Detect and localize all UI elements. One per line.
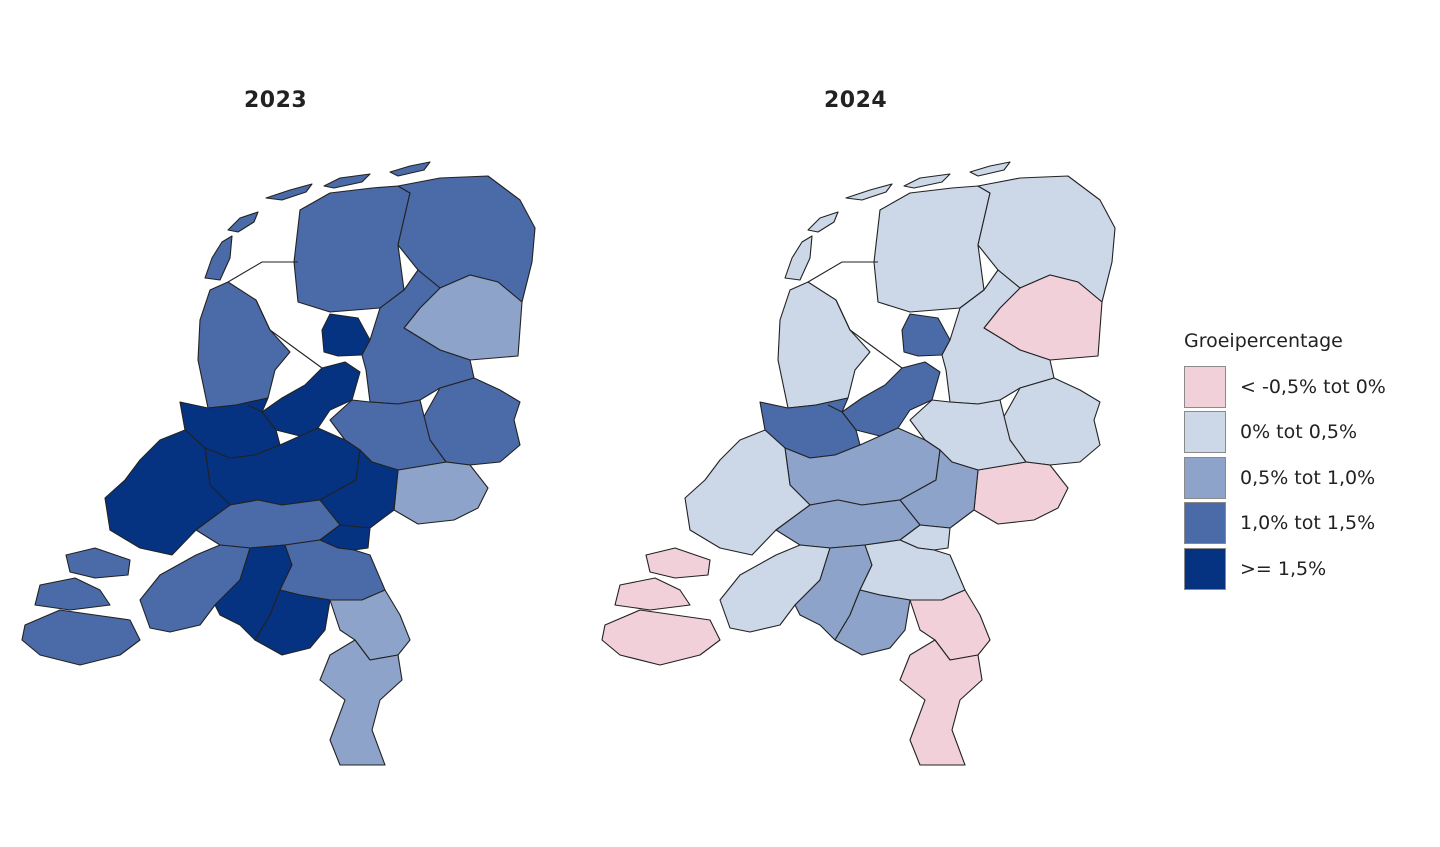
legend-item: 0,5% tot 1,0%	[1184, 455, 1386, 501]
region-waddeneilanden	[323, 173, 371, 189]
coastline	[807, 261, 878, 283]
region-noord-friesland	[293, 185, 411, 313]
region-noordoost-brabant	[279, 539, 386, 601]
region-veluwe	[329, 399, 447, 471]
region-noord-limburg	[909, 589, 991, 661]
legend-swatch	[1184, 365, 1226, 408]
legend-item: >= 1,5%	[1184, 546, 1386, 592]
region-waddeneilanden	[845, 183, 893, 201]
legend-swatch	[1184, 547, 1226, 590]
legend-item: < -0,5% tot 0%	[1184, 364, 1386, 410]
region-zeeland	[21, 547, 141, 666]
region-waddeneilanden	[265, 183, 313, 201]
region-noordoostpolder	[321, 313, 371, 357]
legend-swatch	[1184, 411, 1226, 454]
coastline	[247, 404, 263, 413]
region-flevoland	[261, 361, 361, 437]
region-veluwe	[909, 399, 1027, 471]
legend-label: 0,5% tot 1,0%	[1240, 466, 1376, 489]
region-noordoost-brabant	[859, 539, 966, 601]
region-waddeneilanden	[389, 161, 431, 177]
legend-item: 1,0% tot 1,5%	[1184, 501, 1386, 547]
region-waddeneilanden	[969, 161, 1011, 177]
coastline	[227, 261, 298, 283]
region-zeeland	[601, 547, 721, 666]
region-kop-noord-holland	[777, 281, 871, 409]
map-title-2024: 2024	[824, 88, 888, 113]
legend-item: 0% tot 0,5%	[1184, 410, 1386, 456]
map-2024	[601, 161, 1116, 766]
region-waddeneilanden	[204, 235, 233, 281]
region-waddeneilanden	[227, 211, 259, 233]
region-zuid-limburg	[319, 639, 403, 766]
region-achterhoek	[393, 461, 489, 525]
coastline	[827, 404, 843, 413]
region-zuid-limburg	[899, 639, 983, 766]
legend: Groeipercentage < -0,5% tot 0% 0% tot 0,…	[1184, 330, 1386, 592]
region-achterhoek	[973, 461, 1069, 525]
region-noordoostpolder	[901, 313, 951, 357]
legend-title: Groeipercentage	[1184, 330, 1343, 352]
legend-label: 0% tot 0,5%	[1240, 421, 1358, 444]
map-title-2023: 2023	[244, 88, 308, 113]
region-kop-noord-holland	[197, 281, 291, 409]
region-rotterdam	[104, 429, 231, 556]
region-waddeneilanden	[903, 173, 951, 189]
region-waddeneilanden	[784, 235, 813, 281]
legend-label: < -0,5% tot 0%	[1240, 375, 1386, 398]
region-rotterdam	[684, 429, 811, 556]
legend-label: 1,0% tot 1,5%	[1240, 512, 1376, 535]
map-2023	[21, 161, 536, 766]
coastline	[255, 299, 323, 369]
legend-swatch	[1184, 502, 1226, 545]
region-waddeneilanden	[807, 211, 839, 233]
coastline	[835, 299, 903, 369]
legend-swatch	[1184, 456, 1226, 499]
region-flevoland	[841, 361, 941, 437]
region-noord-limburg	[329, 589, 411, 661]
region-noord-friesland	[873, 185, 991, 313]
legend-label: >= 1,5%	[1240, 557, 1327, 580]
